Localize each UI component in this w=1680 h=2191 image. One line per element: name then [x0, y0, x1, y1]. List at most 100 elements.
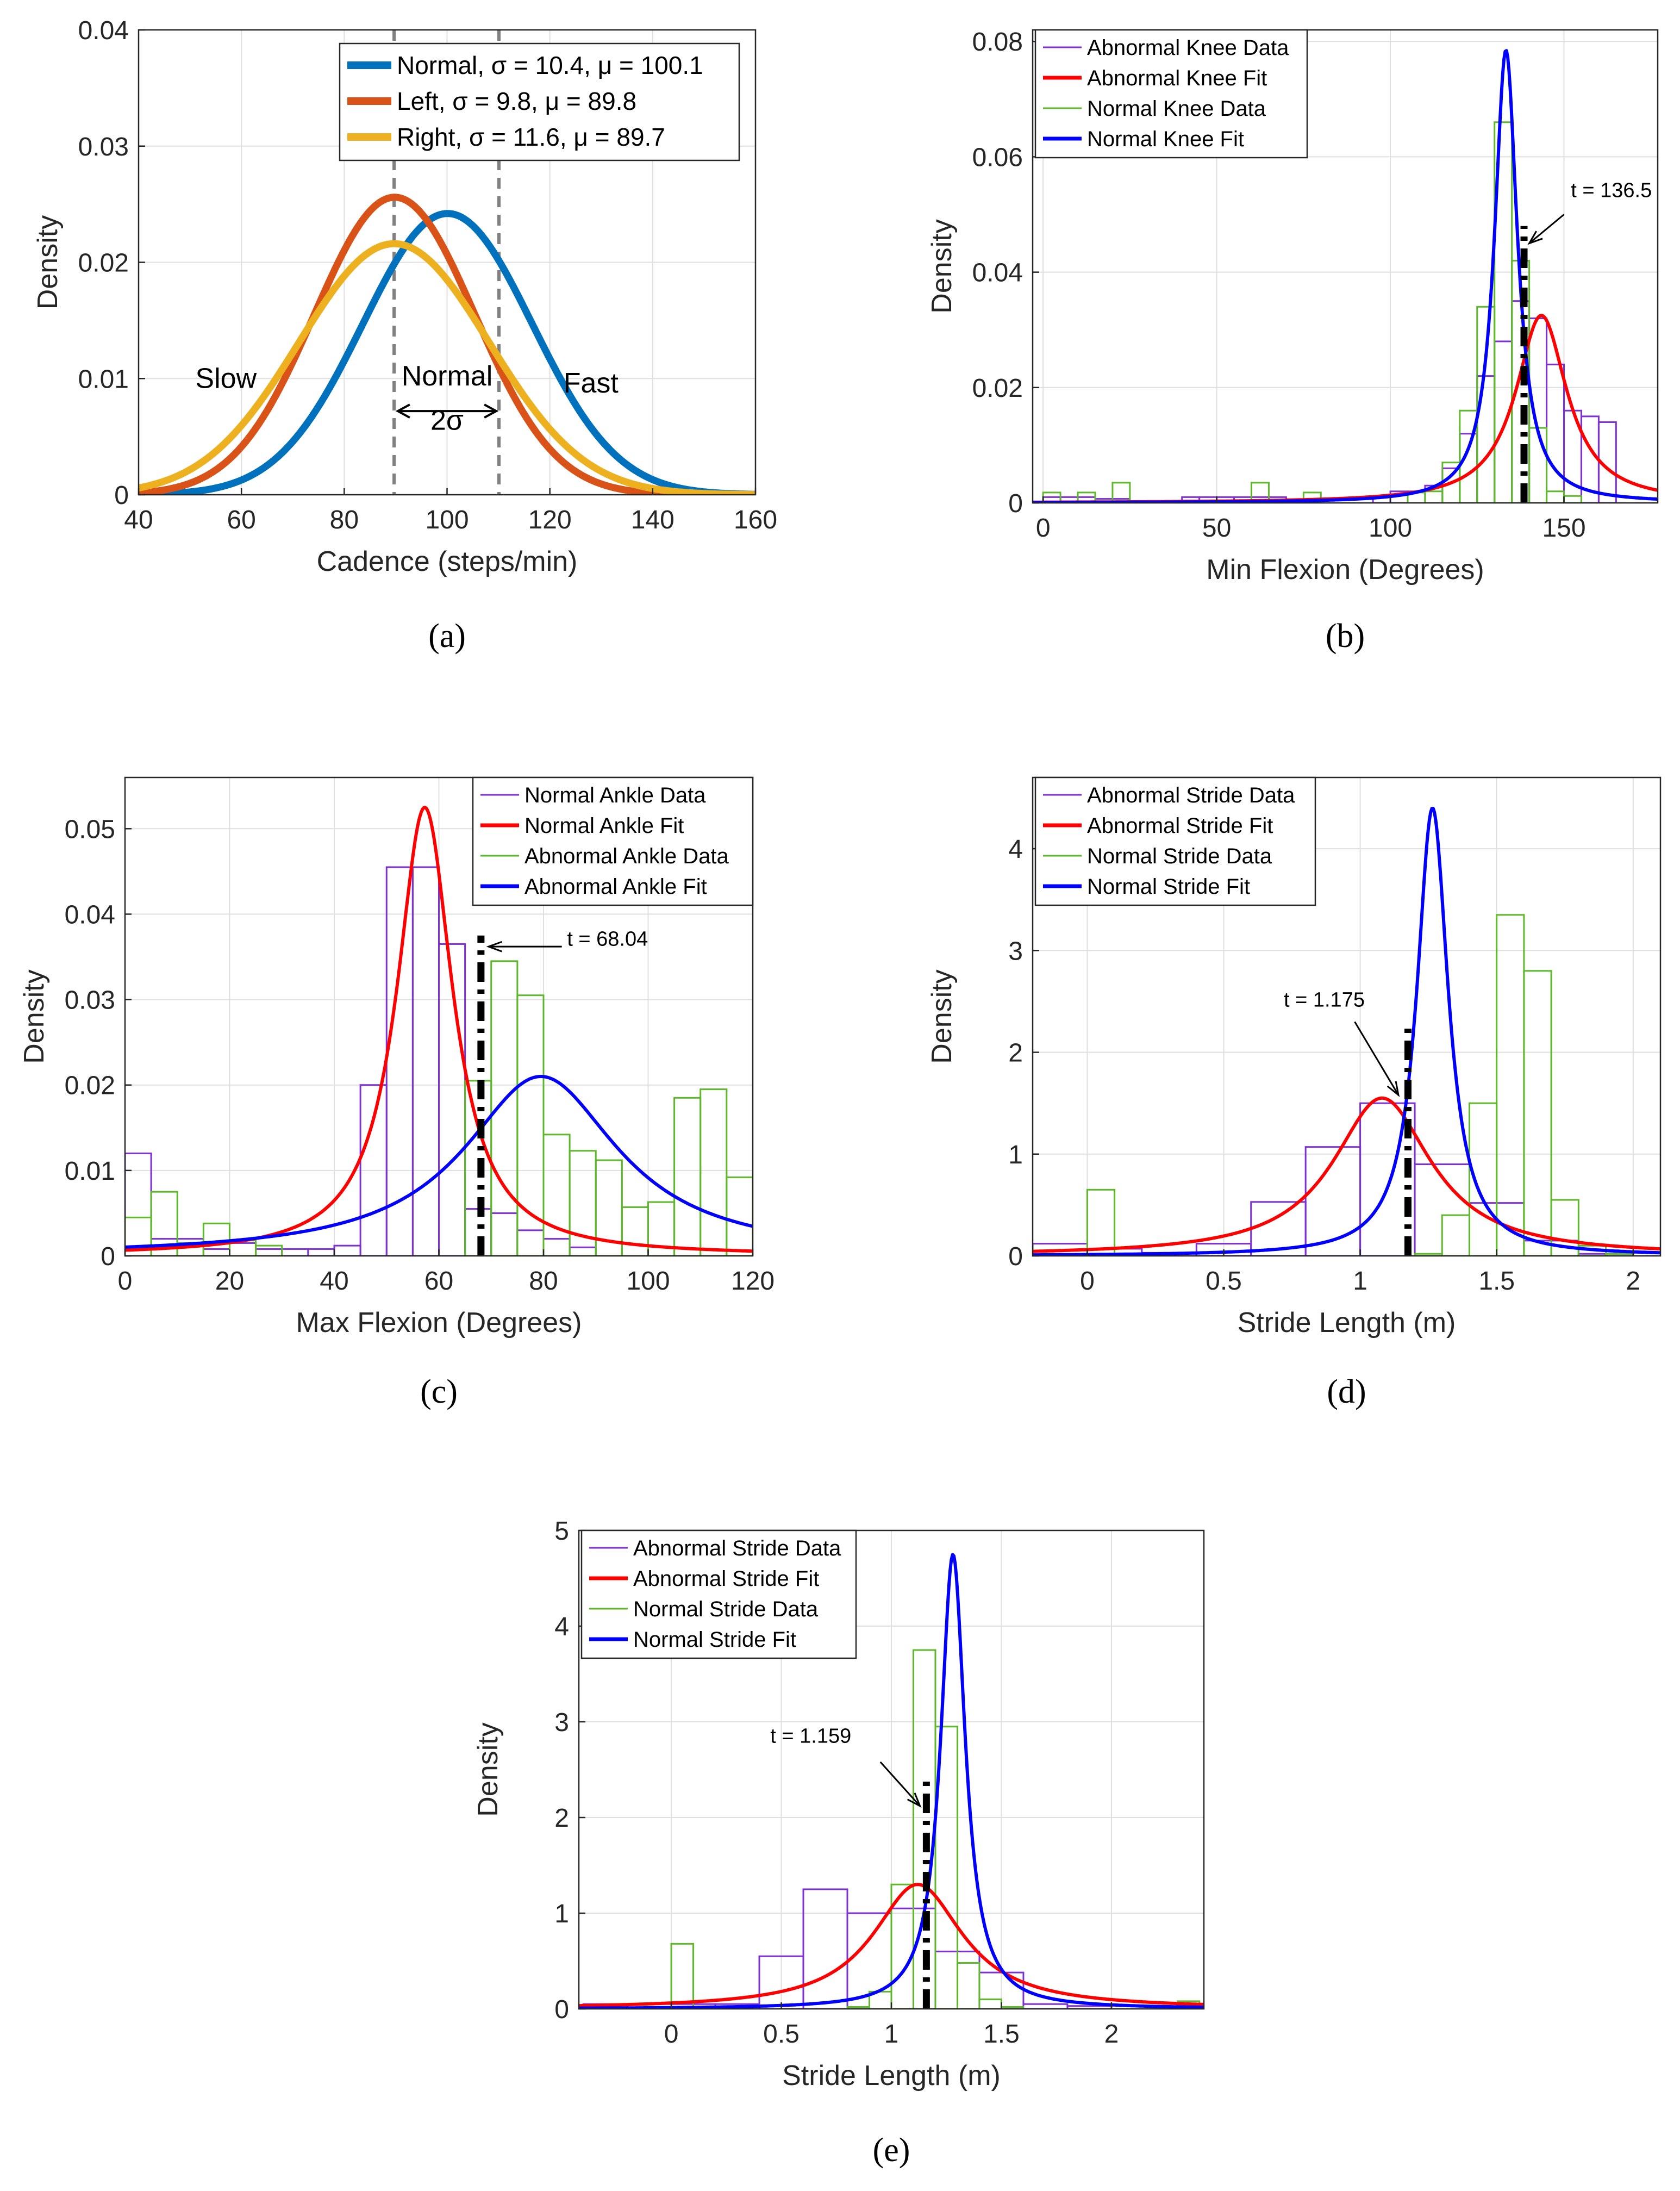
x-axis-label: Max Flexion (Degrees) — [296, 1307, 582, 1339]
y-tick-label: 2 — [1008, 1039, 1023, 1068]
y-tick-label: 0.04 — [78, 16, 129, 45]
x-tick-label: 2 — [1104, 2020, 1119, 2049]
x-tick-label: 0 — [118, 1267, 133, 1296]
legend-label: Right, σ = 11.6, μ = 89.7 — [397, 123, 665, 151]
legend-box — [339, 42, 740, 161]
x-tick-label: 140 — [631, 506, 675, 534]
x-tick-label: 1 — [1353, 1267, 1367, 1296]
threshold-arrow-head — [1387, 1081, 1400, 1097]
y-tick-label: 0.04 — [972, 259, 1023, 288]
x-tick-label: 100 — [425, 506, 469, 534]
histogram-bar — [934, 1726, 958, 2009]
x-tick-label: 160 — [734, 506, 777, 534]
x-tick-label: 1.5 — [1478, 1267, 1515, 1296]
legend-label: Abnormal Stride Fit — [1087, 814, 1273, 838]
panel-label: (b) — [1326, 618, 1365, 655]
histogram-bar — [670, 1943, 695, 2009]
y-tick-label: 0 — [1008, 1242, 1023, 1271]
x-tick-label: 40 — [320, 1267, 348, 1296]
y-axis-label: Density — [926, 219, 958, 313]
y-tick-label: 0.02 — [65, 1072, 115, 1100]
threshold-arrow — [879, 1761, 921, 1807]
legend-label: Normal Ankle Data — [524, 783, 706, 807]
chart-c: t = 68.04 0 20 40 60 80 100 120 0 0.01 0.02 0.03 0.0… — [18, 776, 775, 1410]
legend-label: Normal Ankle Fit — [524, 814, 684, 838]
legend-label: Abnormal Knee Data — [1087, 36, 1289, 60]
x-tick-label: 0.5 — [763, 2020, 800, 2049]
y-tick-label: 0.03 — [78, 133, 129, 161]
x-tick-label: 60 — [227, 506, 255, 534]
y-tick-label: 4 — [1008, 835, 1023, 864]
fit-curve — [125, 1075, 753, 1249]
y-tick-label: 4 — [554, 1613, 569, 1641]
x-tick-label: 100 — [626, 1267, 670, 1296]
chart-b: t = 136.5 0 50 100 150 0 0.02 0.04 0.06 0.08 Min F… — [926, 28, 1659, 655]
legend-label: Normal Knee Data — [1087, 97, 1266, 121]
y-tick-label: 0.08 — [972, 28, 1023, 57]
threshold-label: t = 1.159 — [770, 1725, 851, 1748]
threshold-arrow-head — [486, 941, 502, 953]
x-tick-label: 0.5 — [1206, 1267, 1242, 1296]
legend-label: Left, σ = 9.8, μ = 89.8 — [397, 87, 636, 115]
threshold-label: t = 68.04 — [567, 928, 648, 951]
annotation-2-: 2σ — [430, 404, 464, 436]
legend-box — [1034, 29, 1308, 159]
y-axis-label: Density — [32, 215, 64, 309]
legend-label: Normal Stride Data — [1087, 844, 1272, 868]
fit-curve — [139, 210, 755, 495]
fit-curve — [579, 1883, 1204, 2008]
threshold-arrow-head — [1527, 231, 1543, 245]
y-tick-label: 0.06 — [972, 143, 1023, 172]
legend-label: Normal, σ = 10.4, μ = 100.1 — [397, 51, 703, 79]
legend-label: Abnormal Knee Fit — [1087, 66, 1267, 90]
threshold-label: t = 1.175 — [1284, 988, 1365, 1011]
y-tick-label: 0.04 — [65, 900, 115, 929]
x-tick-label: 50 — [1202, 514, 1231, 543]
legend-box — [580, 1529, 857, 1659]
legend-label: Abnormal Ankle Fit — [524, 875, 707, 899]
x-tick-label: 80 — [529, 1267, 558, 1296]
x-tick-label: 100 — [1369, 514, 1412, 543]
x-tick-label: 0 — [664, 2020, 679, 2049]
double-arrow-head-left — [395, 403, 410, 419]
chart-e: t = 1.159 0 0.5 1 1.5 2 0 1 2 3 4 5 Stride Length (m… — [472, 1517, 1205, 2169]
axes-box — [1032, 29, 1659, 504]
chart-a: Slow Normal 2σ Fast 40 60 80 100 120 140 160 0 0.01 0… — [32, 16, 777, 655]
legend-label: Normal Stride Fit — [633, 1628, 796, 1652]
y-tick-label: 0 — [114, 481, 129, 510]
double-arrow-head-right — [484, 403, 499, 419]
panel-label: (c) — [420, 1373, 458, 1410]
x-tick-label: 0 — [1036, 514, 1051, 543]
panel-label: (d) — [1327, 1373, 1366, 1410]
y-tick-label: 0.02 — [78, 249, 129, 278]
y-tick-label: 0 — [1008, 489, 1023, 518]
y-tick-label: 3 — [1008, 937, 1023, 966]
y-tick-label: 0.03 — [65, 986, 115, 1015]
threshold-arrow — [1354, 1021, 1400, 1096]
y-axis-label: Density — [926, 969, 958, 1063]
legend-label: Abnormal Ankle Data — [524, 844, 729, 868]
x-tick-label: 150 — [1542, 514, 1585, 543]
annotation-fast: Fast — [564, 368, 619, 399]
x-tick-label: 120 — [528, 506, 572, 534]
histogram-bar — [1077, 491, 1096, 503]
y-tick-label: 1 — [1008, 1141, 1023, 1169]
fit-curve — [1033, 807, 1660, 1256]
x-tick-label: 20 — [215, 1267, 244, 1296]
x-tick-label: 1.5 — [983, 2020, 1020, 2049]
y-tick-label: 0.01 — [65, 1157, 115, 1186]
axes-box — [1032, 776, 1662, 1257]
annotation-slow: Slow — [195, 363, 257, 394]
legend-label: Abnormal Stride Data — [633, 1536, 841, 1560]
x-axis-label: Min Flexion (Degrees) — [1206, 554, 1484, 586]
x-tick-label: 80 — [330, 506, 359, 534]
y-tick-label: 1 — [554, 1900, 569, 1928]
x-axis-label: Stride Length (m) — [782, 2060, 1001, 2092]
threshold-label: t = 136.5 — [1571, 179, 1652, 202]
x-tick-label: 40 — [124, 506, 153, 534]
y-tick-label: 5 — [554, 1517, 569, 1546]
y-axis-label: Density — [472, 1722, 504, 1816]
x-tick-label: 120 — [731, 1267, 775, 1296]
y-tick-label: 2 — [554, 1804, 569, 1833]
